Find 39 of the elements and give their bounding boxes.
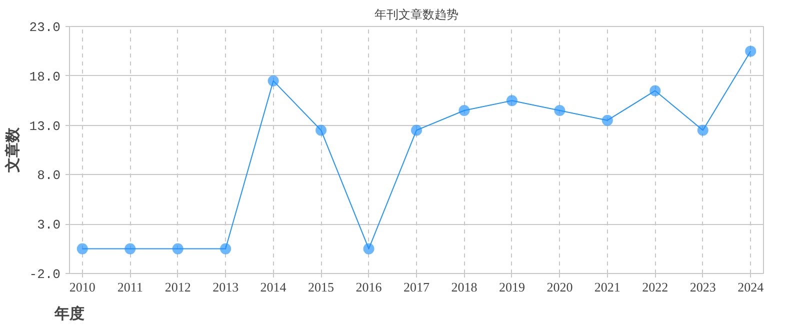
y-axis-title: 文章数: [3, 126, 22, 174]
x-tick-label: 2018: [451, 280, 478, 294]
x-tick-label: 2016: [356, 280, 382, 294]
x-tick-label: 2023: [690, 280, 716, 294]
point: [745, 46, 756, 57]
y-tick-label: 23.0: [29, 20, 61, 35]
point: [76, 243, 88, 254]
y-tick-label: -2.0: [29, 267, 61, 282]
x-axis-title: 年度: [54, 304, 84, 322]
point: [124, 243, 136, 254]
point: [268, 75, 279, 86]
point: [697, 124, 708, 136]
point: [554, 104, 566, 116]
point: [650, 85, 661, 96]
point: [363, 243, 374, 254]
x-tick-label: 2019: [498, 280, 525, 294]
point: [602, 114, 613, 126]
x-tick-label: 2015: [308, 280, 334, 294]
x-tick-label: 2022: [642, 280, 668, 294]
x-tick-label: 2021: [594, 280, 620, 294]
chart-title: 年刊文章数趋势: [374, 8, 458, 22]
x-tick-label: 2020: [546, 280, 573, 294]
y-tick-label: 18.0: [29, 69, 61, 84]
y-tick-label: 8.0: [37, 168, 60, 184]
x-tick-label: 2014: [260, 280, 287, 294]
x-tick-label: 2013: [212, 280, 239, 294]
point: [172, 243, 184, 254]
x-tick-label: 2011: [117, 280, 143, 294]
point: [506, 95, 518, 106]
y-tick-label: 3.0: [37, 218, 60, 233]
x-tick-label: 2024: [738, 280, 764, 294]
x-tick-label: 2010: [69, 280, 96, 294]
point: [316, 124, 327, 136]
point: [220, 243, 232, 254]
x-tick-label: 2012: [164, 280, 191, 294]
point: [411, 124, 422, 136]
y-tick-label: 13.0: [29, 118, 61, 134]
point: [458, 104, 470, 116]
x-tick-label: 2017: [404, 280, 430, 294]
